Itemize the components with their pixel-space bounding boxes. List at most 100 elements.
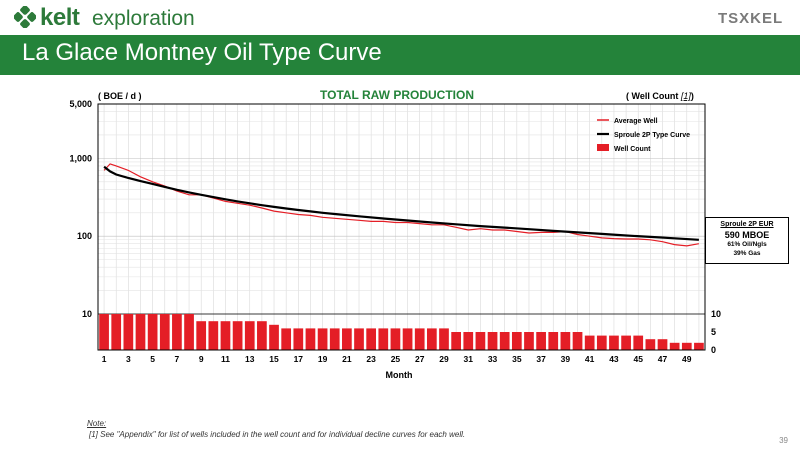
well-count-bar bbox=[220, 321, 231, 350]
well-count-bar bbox=[536, 332, 546, 350]
well-count-bar bbox=[596, 335, 607, 350]
average-well-line bbox=[103, 163, 700, 247]
tsx-exchange-logo: TSXKEL bbox=[718, 8, 790, 32]
x-tick-label: 27 bbox=[415, 354, 425, 364]
well-count-bar bbox=[172, 314, 182, 350]
note-label: Note: bbox=[87, 419, 107, 428]
x-tick-label: 21 bbox=[342, 354, 352, 364]
x-tick-label: 5 bbox=[150, 354, 155, 364]
x-tick-label: 15 bbox=[269, 354, 279, 364]
well-count-bar bbox=[681, 342, 692, 350]
well-count-bar bbox=[390, 328, 401, 350]
well-count-bars bbox=[99, 314, 704, 350]
production-lines bbox=[103, 163, 700, 247]
well-count-bar bbox=[645, 339, 656, 350]
x-tick-label: 41 bbox=[585, 354, 595, 364]
page-number: 39 bbox=[779, 436, 788, 445]
y2-tick-label: 5 bbox=[711, 327, 716, 337]
legend-label: Average Well bbox=[614, 118, 658, 125]
y-tick-label: 5,000 bbox=[69, 99, 92, 109]
well-count-bar bbox=[184, 314, 194, 350]
well-count-bar bbox=[329, 328, 340, 350]
x-tick-label: 47 bbox=[658, 354, 668, 364]
well-count-bar bbox=[354, 328, 364, 350]
x-tick-label: 25 bbox=[391, 354, 401, 364]
x-tick-label: 35 bbox=[512, 354, 522, 364]
well-count-bar bbox=[196, 321, 207, 350]
y-axis-right-label: ( Well Count [1]) bbox=[626, 91, 694, 101]
well-count-bar bbox=[609, 335, 619, 350]
well-count-bar bbox=[524, 332, 534, 350]
well-count-bar bbox=[111, 314, 122, 350]
well-count-bar bbox=[657, 339, 668, 350]
y2-tick-label: 0 bbox=[711, 345, 716, 355]
x-tick-label: 31 bbox=[464, 354, 474, 364]
well-count-bar bbox=[317, 328, 328, 350]
type-curve-line bbox=[103, 165, 699, 241]
y-tick-label: 1,000 bbox=[69, 153, 92, 163]
x-tick-label: 37 bbox=[536, 354, 546, 364]
well-count-bar bbox=[342, 328, 352, 350]
x-tick-label: 13 bbox=[245, 354, 255, 364]
x-tick-label: 33 bbox=[488, 354, 498, 364]
x-tick-label: 1 bbox=[102, 354, 107, 364]
note-text: [1] See "Appendix" for list of wells inc… bbox=[89, 430, 466, 439]
well-count-bar bbox=[402, 328, 413, 350]
x-tick-label: 45 bbox=[633, 354, 643, 364]
chart-title: TOTAL RAW PRODUCTION bbox=[320, 88, 474, 102]
eur-summary-box: Sproule 2P EUR 590 MBOE 61% Oil/Ngls 39%… bbox=[705, 217, 789, 264]
y-tick-label: 100 bbox=[77, 231, 92, 241]
eur-oil-share: 61% Oil/Ngls bbox=[727, 241, 767, 248]
well-count-bar bbox=[487, 332, 498, 350]
legend-label: Well Count bbox=[614, 146, 651, 153]
well-count-bar bbox=[414, 328, 425, 350]
chart-legend: Average Well Sproule 2P Type Curve Well Co… bbox=[597, 118, 690, 153]
well-count-bar bbox=[135, 314, 146, 350]
well-count-bar bbox=[463, 332, 474, 350]
kelt-logo: kelt exploration bbox=[14, 4, 214, 34]
logo-word-kelt: kelt bbox=[40, 4, 80, 31]
y-axis-left-label: ( BOE / d ) bbox=[98, 91, 142, 101]
y2-tick-label: 10 bbox=[711, 309, 721, 319]
well-count-bar bbox=[123, 314, 134, 350]
well-count-bar bbox=[439, 328, 449, 350]
well-count-bar bbox=[499, 332, 510, 350]
well-count-bar bbox=[366, 328, 377, 350]
title-bar: La Glace Montney Oil Type Curve bbox=[0, 35, 800, 75]
x-tick-label: 11 bbox=[221, 354, 230, 364]
eur-title: Sproule 2P EUR bbox=[720, 221, 774, 228]
legend-swatch-bar bbox=[597, 144, 609, 151]
eur-gas-share: 39% Gas bbox=[733, 250, 761, 257]
well-count-bar bbox=[475, 332, 486, 350]
well-count-bar bbox=[147, 314, 158, 350]
x-tick-label: 3 bbox=[126, 354, 131, 364]
well-count-bar bbox=[281, 328, 292, 350]
page-title: La Glace Montney Oil Type Curve bbox=[22, 39, 382, 66]
x-tick-label: 19 bbox=[318, 354, 328, 364]
y-axis-right-label-prefix: ( Well Count bbox=[626, 91, 681, 101]
well-count-bar bbox=[305, 328, 316, 350]
eur-value: 590 MBOE bbox=[724, 230, 770, 240]
well-count-bar bbox=[584, 335, 595, 350]
x-tick-label: 49 bbox=[682, 354, 692, 364]
well-count-bar bbox=[426, 328, 437, 350]
x-tick-label: 9 bbox=[199, 354, 204, 364]
y-tick-label: 10 bbox=[82, 309, 92, 319]
clover-logo-icon bbox=[14, 6, 36, 28]
well-count-bar bbox=[548, 332, 559, 350]
y-axis-right-label-suffix: ) bbox=[691, 91, 694, 101]
well-count-bar bbox=[293, 328, 304, 350]
chart-grid bbox=[98, 103, 705, 350]
well-count-bar bbox=[633, 335, 644, 350]
x-axis-label: Month bbox=[386, 370, 413, 380]
well-count-bar bbox=[694, 342, 704, 350]
legend-label: Sproule 2P Type Curve bbox=[614, 132, 690, 139]
well-count-bar bbox=[244, 321, 255, 350]
well-count-bar bbox=[560, 332, 571, 350]
x-tick-label: 17 bbox=[294, 354, 304, 364]
x-tick-label: 39 bbox=[561, 354, 571, 364]
well-count-bar bbox=[159, 314, 170, 350]
well-count-bar bbox=[511, 332, 522, 350]
